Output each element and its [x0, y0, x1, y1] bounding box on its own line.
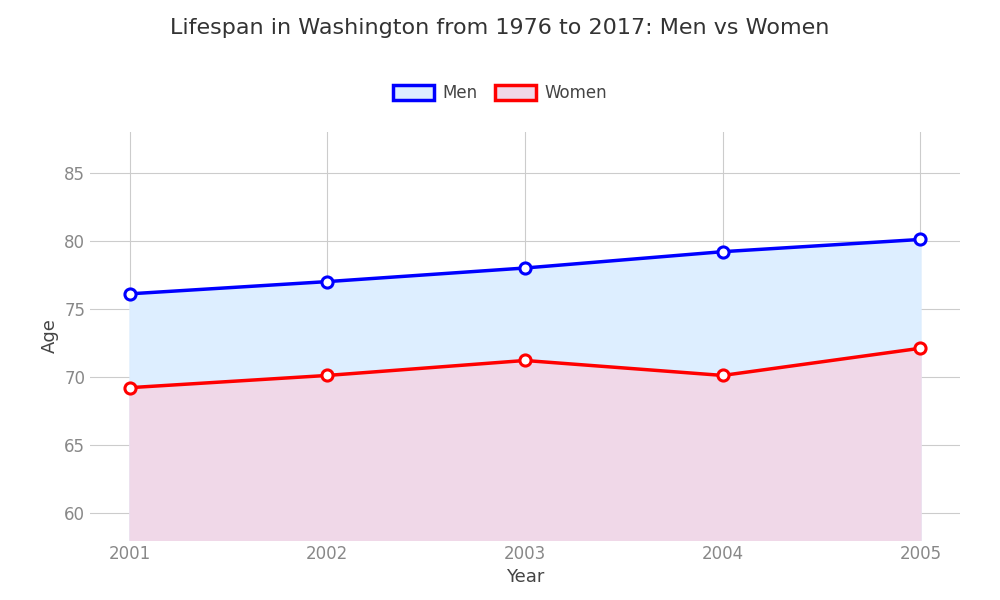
Legend: Men, Women: Men, Women	[386, 77, 614, 109]
Y-axis label: Age: Age	[41, 319, 59, 353]
X-axis label: Year: Year	[506, 568, 544, 586]
Text: Lifespan in Washington from 1976 to 2017: Men vs Women: Lifespan in Washington from 1976 to 2017…	[170, 18, 830, 38]
